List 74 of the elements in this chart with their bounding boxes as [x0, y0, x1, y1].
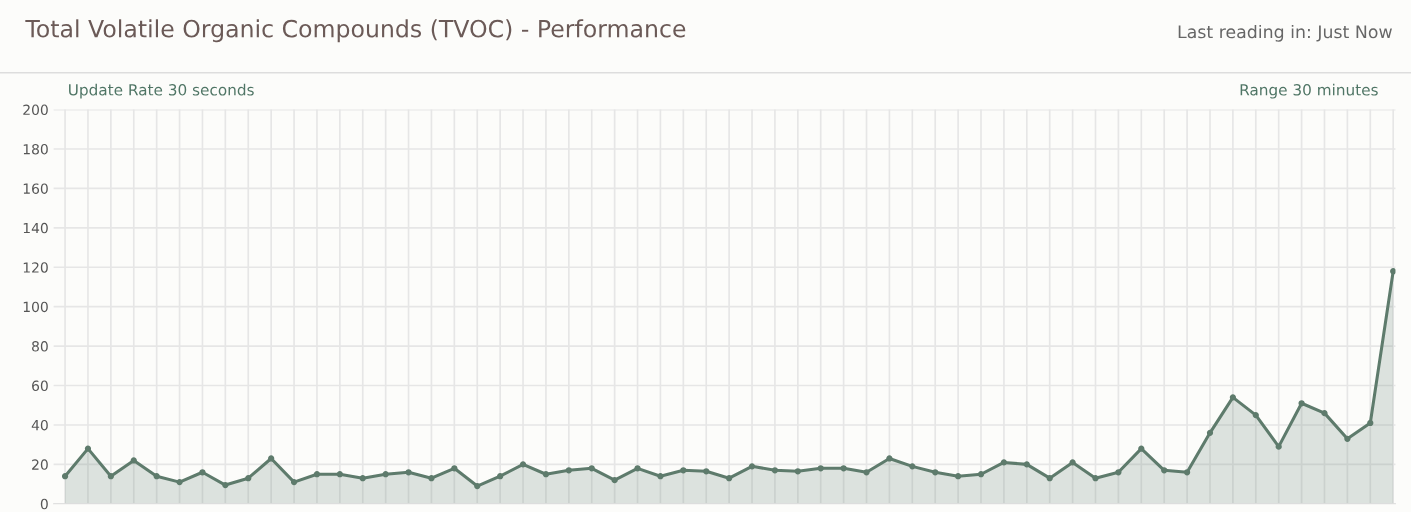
- point: [1161, 467, 1168, 474]
- point: [726, 475, 733, 482]
- point: [428, 475, 435, 482]
- point: [359, 475, 366, 482]
- point: [1367, 419, 1374, 427]
- point: [451, 465, 458, 472]
- point: [1390, 268, 1396, 275]
- point: [886, 455, 893, 462]
- point: [1252, 411, 1259, 419]
- point: [245, 475, 252, 482]
- point: [634, 465, 641, 472]
- point: [542, 471, 550, 478]
- point: [840, 465, 847, 472]
- y-tick-label: 60: [32, 380, 48, 392]
- point: [817, 465, 824, 472]
- text: Update Rate 30 seconds: [69, 83, 254, 99]
- point: [588, 465, 595, 472]
- point: [130, 457, 137, 464]
- point: [382, 471, 389, 478]
- chart-title: Total Volatile Organic Compounds (TVOC) - Performance: [25, 19, 686, 43]
- point: [771, 467, 779, 474]
- y-tick-label: 80: [32, 341, 48, 352]
- point: [336, 471, 343, 478]
- y-tick-label: 0: [40, 498, 48, 510]
- point: [977, 471, 985, 478]
- point: [680, 467, 687, 474]
- point: [657, 473, 664, 480]
- point: [1000, 459, 1008, 466]
- point: [176, 479, 183, 486]
- point: [1069, 459, 1076, 466]
- point: [1229, 394, 1237, 401]
- point: [1183, 469, 1191, 476]
- point: [1092, 475, 1099, 482]
- point: [107, 473, 114, 480]
- point: [153, 473, 160, 480]
- point: [497, 473, 504, 480]
- point: [313, 471, 321, 478]
- point: [199, 469, 206, 476]
- text: Last reading in: Just Now: [1178, 24, 1392, 42]
- point: [1206, 429, 1214, 436]
- point: [909, 463, 916, 470]
- y-tick-label: 140: [23, 222, 48, 234]
- point: [932, 469, 939, 476]
- point: [863, 469, 870, 476]
- point: [290, 479, 298, 486]
- point: [61, 473, 69, 480]
- point: [222, 481, 229, 489]
- point: [565, 467, 572, 474]
- point: [1023, 461, 1030, 468]
- y-tick-label: 40: [31, 419, 48, 431]
- point: [519, 461, 527, 468]
- y-tick-label: 100: [23, 301, 48, 313]
- point: [1321, 410, 1328, 417]
- point: [954, 473, 962, 480]
- y-tick-label: 120: [23, 262, 48, 273]
- point: [1298, 400, 1305, 407]
- point: [611, 477, 618, 484]
- point: [1046, 475, 1053, 482]
- y-tick-label: 20: [32, 459, 48, 470]
- text: Range 30 minutes: [1240, 83, 1378, 99]
- point: [84, 445, 92, 452]
- point: [703, 468, 710, 475]
- point: [748, 463, 756, 470]
- y-tick-label: 200: [23, 104, 48, 116]
- point: [1344, 435, 1351, 442]
- point: [474, 482, 481, 490]
- y-tick-label: 180: [23, 143, 48, 155]
- point: [268, 455, 275, 462]
- point: [1115, 469, 1122, 476]
- point: [1275, 443, 1282, 450]
- y-tick-label: 160: [23, 183, 48, 194]
- point: [794, 468, 801, 475]
- point: [405, 469, 412, 476]
- point: [1138, 445, 1145, 452]
